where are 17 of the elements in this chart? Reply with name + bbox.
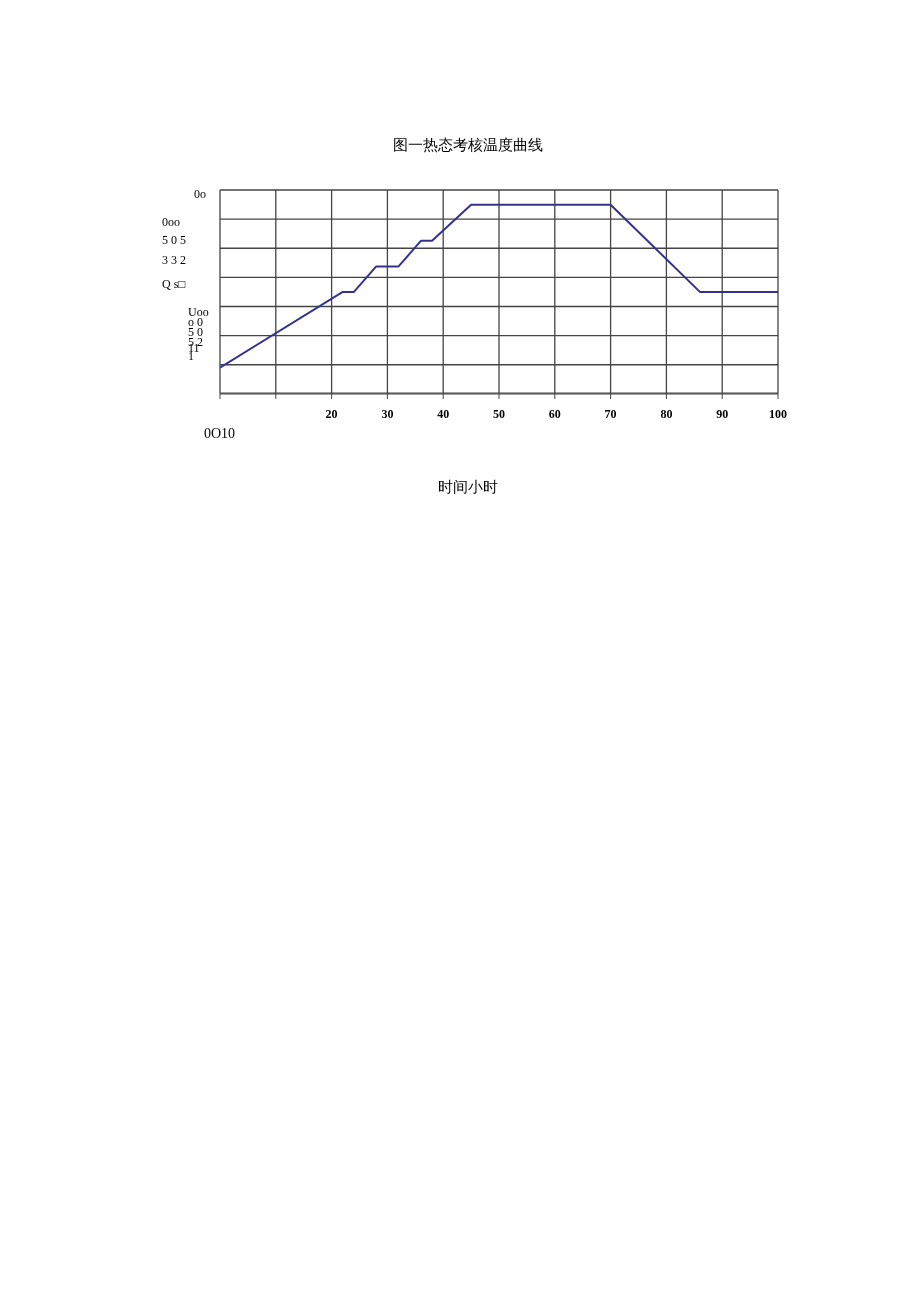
text: 0oo: [162, 215, 180, 229]
text: Q s□: [162, 277, 186, 291]
x-tick-label: 100: [769, 406, 787, 421]
x-tick-label: 60: [548, 406, 561, 421]
x-tick-label: 90: [716, 406, 729, 421]
x-tick-label: 30: [381, 406, 394, 421]
x-tick-label: 20: [325, 406, 338, 421]
text: 3 3 2: [162, 253, 186, 267]
x-tick-label: 70: [604, 406, 617, 421]
x-tick-label: 40: [437, 406, 450, 421]
text: 5 0 5: [162, 233, 186, 247]
chart-title: 图一热态考核温度曲线: [392, 136, 544, 155]
x-tick-label: 80: [660, 406, 673, 421]
x-tick-label: 50: [493, 406, 505, 421]
x-axis-title: 时间小时: [437, 478, 499, 497]
text: 0O10: [204, 426, 236, 441]
text: 0o: [194, 187, 206, 201]
